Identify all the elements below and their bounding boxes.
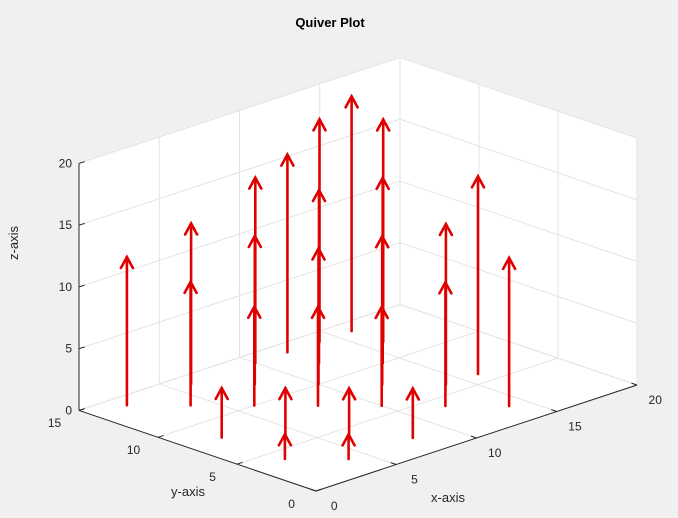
arrow-head	[312, 116, 327, 132]
arrow-head	[375, 116, 391, 132]
quiver-arrow	[374, 304, 390, 408]
arrow-head	[247, 303, 262, 320]
arrow-head	[341, 431, 356, 447]
arrow-head	[344, 93, 359, 109]
arrow-head	[214, 385, 229, 401]
x-tick-mark	[551, 409, 557, 412]
arrow-head	[280, 151, 295, 167]
arrow-head	[278, 385, 293, 401]
z-tick-mark	[78, 222, 85, 226]
grid-back-z	[78, 303, 401, 411]
x-tick-mark	[310, 488, 317, 492]
grid-side-z	[399, 118, 638, 201]
quiver-arrow	[405, 385, 421, 440]
quiver-arrow	[247, 303, 262, 407]
quiver-arrow	[501, 255, 517, 408]
chart-title: Quiver Plot	[295, 15, 365, 30]
y-tick-label: 0	[288, 497, 295, 511]
quiver-arrow	[119, 254, 135, 407]
z-tick-label: 0	[65, 403, 72, 417]
y-tick-mark	[315, 488, 322, 492]
z-tick-label: 5	[65, 342, 72, 356]
arrow-head	[248, 174, 263, 190]
arrow-head	[310, 304, 326, 320]
quiver-arrow	[278, 385, 293, 439]
arrow-head	[119, 254, 135, 270]
grid-back-z	[78, 180, 401, 288]
z-tick-mark	[78, 408, 85, 411]
grid-back-z	[78, 56, 401, 164]
quiver-arrow	[344, 93, 359, 333]
grid-side-z	[399, 242, 638, 324]
arrow-head	[470, 173, 486, 189]
quiver-arrow	[438, 279, 453, 408]
grid-back-z	[78, 242, 401, 350]
arrow-head	[375, 175, 391, 191]
grid-floor-y	[236, 357, 559, 465]
arrow-head	[405, 385, 421, 401]
z-tick-label: 15	[59, 218, 73, 232]
z-tick-label: 20	[59, 156, 73, 170]
x-tick-label: 10	[488, 446, 502, 460]
z-tick-label: 10	[59, 280, 73, 294]
quiver-arrow	[277, 431, 293, 461]
grid-side-z	[399, 180, 638, 262]
arrow-head	[247, 233, 263, 249]
arrow-head	[183, 220, 199, 236]
x-tick-label: 5	[411, 472, 418, 486]
quiver-arrows	[119, 93, 517, 461]
z-tick-mark	[78, 346, 85, 350]
arrow-head	[277, 431, 293, 447]
grid-floor-x	[239, 356, 477, 439]
y-tick-label: 10	[127, 443, 141, 457]
arrow-head	[311, 187, 327, 203]
z-tick-mark	[78, 284, 85, 288]
quiver-arrow	[214, 385, 229, 439]
quiver-arrow	[310, 304, 326, 407]
grid-side-z	[399, 56, 638, 139]
arrow-head	[438, 221, 454, 237]
z-axis-label: z-axis	[6, 226, 21, 260]
y-tick-mark	[157, 434, 164, 438]
x-axis-label: x-axis	[431, 490, 465, 505]
x-tick-mark	[390, 462, 397, 465]
y-axis-line	[78, 409, 317, 492]
x-tick-label: 15	[568, 419, 582, 433]
y-tick-label: 15	[48, 416, 62, 430]
y-axis-label: y-axis	[171, 484, 205, 499]
quiver-arrow	[280, 151, 295, 354]
arrow-head	[183, 279, 198, 295]
arrow-head	[438, 279, 453, 295]
arrow-head	[501, 255, 517, 271]
x-tick-label: 20	[649, 393, 663, 407]
y-tick-mark	[236, 461, 243, 465]
x-tick-mark	[470, 435, 477, 439]
quiver-arrow	[470, 173, 486, 376]
quiver-arrow	[341, 431, 356, 461]
quiver-arrow	[341, 385, 357, 440]
grid-back-z	[78, 118, 401, 226]
grid-floor-x	[159, 383, 397, 465]
grid-floor-x	[319, 330, 557, 412]
arrow-head	[374, 233, 390, 249]
arrow-head	[374, 304, 390, 320]
quiver-arrow	[183, 279, 198, 407]
arrow-head	[341, 385, 357, 401]
x-tick-mark	[631, 382, 638, 386]
y-tick-label: 5	[209, 470, 216, 484]
arrow-head	[311, 245, 326, 261]
z-tick-mark	[78, 161, 85, 164]
grid-side-z	[399, 303, 638, 386]
x-tick-label: 0	[331, 499, 338, 513]
